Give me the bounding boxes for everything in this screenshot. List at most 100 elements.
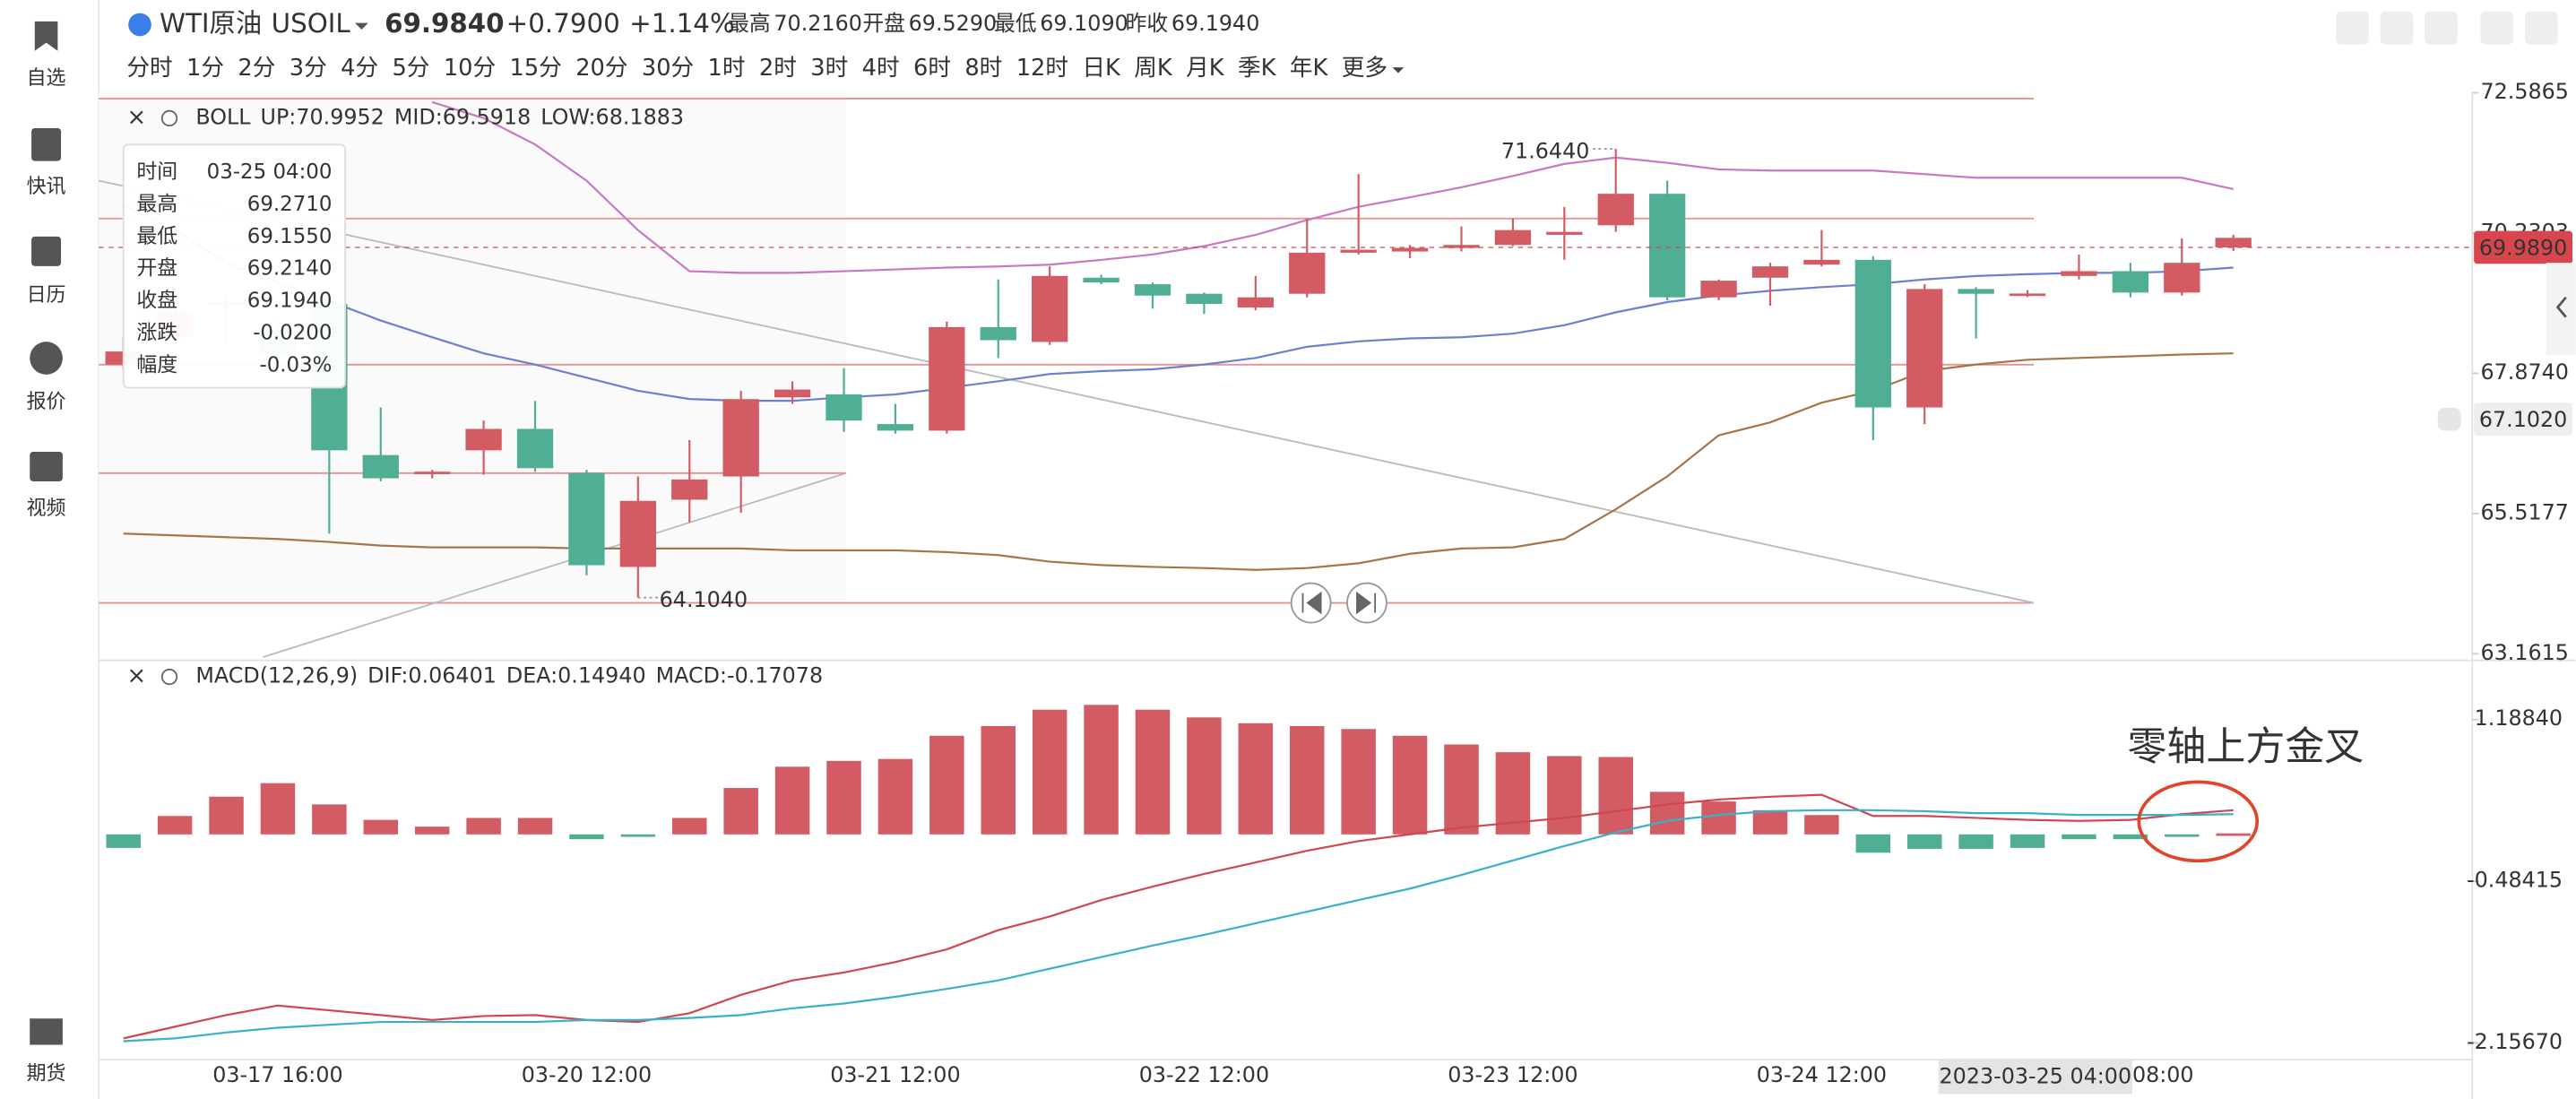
trend-line <box>99 179 2035 604</box>
timeframe[interactable]: 30分 <box>642 55 694 82</box>
candle-body <box>2164 263 2200 293</box>
sidebar-label[interactable]: 报价 <box>27 391 66 413</box>
timeframe[interactable]: 2分 <box>238 55 275 82</box>
macd-bar <box>929 735 964 835</box>
y-tick-label: -0.48415 <box>2467 867 2563 892</box>
x-tick-label: 03-23 12:00 <box>1448 1062 1578 1087</box>
macd-bar <box>1804 815 1839 835</box>
collapse-arrow[interactable] <box>2555 296 2567 318</box>
sidebar <box>0 0 99 1099</box>
candle-body <box>877 424 914 431</box>
candle-body <box>1237 297 1274 307</box>
macd-bar <box>312 804 347 835</box>
sidebar-label[interactable]: 视频 <box>27 498 66 520</box>
timeframe[interactable]: 月K <box>1186 55 1225 82</box>
timeframe[interactable]: 10分 <box>444 55 496 82</box>
macd-bar <box>826 760 861 835</box>
instrument-symbol[interactable]: USOIL <box>272 8 351 39</box>
icon-video <box>30 451 63 481</box>
indicator-close[interactable]: × <box>127 104 146 131</box>
timeframe[interactable]: 20分 <box>575 55 627 82</box>
candle-body <box>1032 275 1068 342</box>
y-tick-label: 1.18840 <box>2475 705 2563 731</box>
macd-bar <box>1444 744 1479 835</box>
timeframe[interactable]: 5分 <box>393 55 430 82</box>
indicator-title: BOLL <box>195 104 251 129</box>
last-price: 69.9840 <box>385 8 505 39</box>
timeframe[interactable]: 日K <box>1082 55 1121 82</box>
y-tick-label: 65.5177 <box>2480 499 2568 524</box>
collapse-tab[interactable] <box>2546 263 2576 355</box>
annotation-circle <box>2137 780 2260 863</box>
price-tag-label: 67.1020 <box>2479 407 2567 432</box>
crosshair-time-label: 2023-03-25 04:00 <box>1940 1064 2132 1089</box>
macd-bar <box>2010 834 2045 848</box>
indicator-settings[interactable] <box>160 109 178 127</box>
candle-body <box>1546 231 1583 235</box>
symbol-caret[interactable] <box>355 22 368 30</box>
candle-body <box>619 500 657 567</box>
indicator-title: MACD(12,26,9) <box>195 663 358 688</box>
timeframe[interactable]: 季K <box>1238 55 1277 82</box>
timeframe[interactable]: 2时 <box>759 55 797 82</box>
candle-body <box>1803 259 1840 265</box>
y-tick-label: 67.8740 <box>2480 359 2568 385</box>
macd-bar <box>1084 705 1119 835</box>
macd-bar <box>1289 726 1325 835</box>
candle-body <box>1134 284 1171 296</box>
macd-bar <box>2062 834 2096 840</box>
legend-entry: UP:70.9952 <box>261 104 385 129</box>
legend-entry: DIF:0.06401 <box>367 663 497 688</box>
nav-next-icon[interactable] <box>1356 591 1377 615</box>
icon-star <box>34 21 58 51</box>
macd-bar <box>1341 729 1376 835</box>
x-tick-label: 03-22 12:00 <box>1139 1062 1269 1087</box>
timeframe[interactable]: 4时 <box>862 55 900 82</box>
stat-value: 69.5290 <box>909 11 997 36</box>
tool-button[interactable] <box>2425 11 2458 45</box>
tool-button[interactable] <box>2480 11 2514 45</box>
indicator-settings[interactable] <box>160 668 178 686</box>
timeframe[interactable]: 6时 <box>913 55 951 82</box>
tooltip-box <box>122 143 347 389</box>
x-tick-label: 03-21 12:00 <box>830 1062 960 1087</box>
timeframe[interactable]: 3时 <box>810 55 848 82</box>
tooltip-label: 时间 <box>136 160 177 184</box>
timeframe[interactable]: 分时 <box>126 55 172 82</box>
sidebar-label[interactable]: 自选 <box>27 67 66 90</box>
instrument-name: WTI原油 <box>160 8 262 39</box>
timeframe[interactable]: 年K <box>1290 55 1329 82</box>
timeframe[interactable]: 12时 <box>1016 55 1068 82</box>
more-caret[interactable] <box>1392 67 1405 74</box>
candle-body <box>671 479 708 500</box>
sidebar-label[interactable]: 期货 <box>27 1063 66 1086</box>
tooltip-value: 69.2710 <box>247 193 333 216</box>
tool-button[interactable] <box>2380 11 2414 45</box>
macd-bar <box>569 834 604 840</box>
timeframe[interactable]: 周K <box>1134 55 1173 82</box>
macd-bar <box>106 834 141 848</box>
price-tag <box>2474 402 2573 436</box>
macd-bar <box>1135 709 1171 835</box>
timeframe[interactable]: 4分 <box>341 55 378 82</box>
tool-button[interactable] <box>2524 11 2558 45</box>
candle-body <box>1443 245 1480 248</box>
timeframe[interactable]: 1时 <box>708 55 746 82</box>
timeframe[interactable]: 更多 <box>1342 55 1387 82</box>
sidebar-label[interactable]: 日历 <box>27 284 66 307</box>
macd-bar <box>260 783 296 835</box>
macd-bar <box>2165 834 2200 837</box>
nav-prev-icon[interactable] <box>1301 591 1322 615</box>
timeframe[interactable]: 1分 <box>186 55 224 82</box>
annotation-label: 71.6440 <box>1501 138 1589 163</box>
timeframe[interactable]: 3分 <box>290 55 327 82</box>
indicator-close[interactable]: × <box>127 662 146 689</box>
candle-body <box>2009 293 2046 297</box>
timeframe[interactable]: 8时 <box>964 55 1002 82</box>
sidebar-label[interactable]: 快讯 <box>27 176 66 198</box>
timeframe[interactable]: 15分 <box>510 55 562 82</box>
stat-value: 69.1090 <box>1040 11 1128 36</box>
tool-button[interactable] <box>2336 11 2369 45</box>
toolbar <box>2336 11 2558 45</box>
